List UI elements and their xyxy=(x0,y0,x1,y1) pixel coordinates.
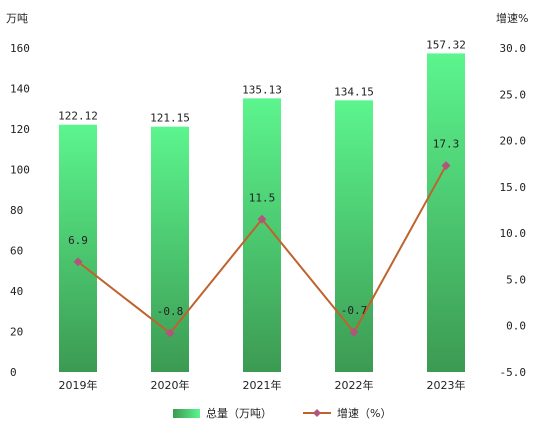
bar-value-label: 122.12 xyxy=(58,110,98,123)
left-tick-label: 20 xyxy=(10,326,23,339)
right-axis-ticks: -5.0 0.0 5.0 10.0 15.0 20.0 25.0 30.0 xyxy=(500,42,527,379)
growth-value-label: -0.7 xyxy=(341,304,368,317)
right-tick-label: 0.0 xyxy=(506,320,526,333)
growth-value-labels: 6.9 -0.8 11.5 -0.7 17.3 xyxy=(68,138,459,319)
growth-value-label: 17.3 xyxy=(433,138,460,151)
right-tick-label: 20.0 xyxy=(500,135,527,148)
growth-value-label: 6.9 xyxy=(68,234,88,247)
left-axis-ticks: 0 20 40 60 80 100 120 140 160 xyxy=(10,42,30,379)
bar xyxy=(335,100,373,372)
left-tick-label: 120 xyxy=(10,123,30,136)
growth-marker xyxy=(257,214,267,224)
bars xyxy=(59,53,465,372)
left-tick-label: 100 xyxy=(10,164,30,177)
bar xyxy=(427,53,465,372)
growth-marker xyxy=(165,328,175,338)
right-tick-label: 30.0 xyxy=(500,42,527,55)
x-axis-labels: 2019年 2020年 2021年 2022年 2023年 xyxy=(59,378,466,392)
x-tick-label: 2020年 xyxy=(151,378,190,392)
right-tick-label: 5.0 xyxy=(506,273,526,286)
x-tick-label: 2019年 xyxy=(59,378,98,392)
right-tick-label: -5.0 xyxy=(500,366,527,379)
legend-bar-label: 总量（万吨） xyxy=(206,406,272,420)
left-tick-label: 80 xyxy=(10,204,23,217)
left-tick-label: 140 xyxy=(10,83,30,96)
left-tick-label: 40 xyxy=(10,285,23,298)
growth-marker xyxy=(441,161,451,171)
legend: 总量（万吨） 增速（%） xyxy=(173,406,391,420)
left-tick-label: 60 xyxy=(10,245,23,258)
legend-line-marker xyxy=(313,409,321,417)
right-tick-label: 10.0 xyxy=(500,227,527,240)
bar-value-label: 134.15 xyxy=(334,85,374,98)
bar-value-label: 135.13 xyxy=(242,83,282,96)
bar-value-label: 157.32 xyxy=(426,38,466,51)
right-tick-label: 25.0 xyxy=(500,88,527,101)
bar xyxy=(59,124,97,372)
growth-value-label: -0.8 xyxy=(157,305,184,318)
legend-bar-swatch xyxy=(173,409,200,418)
growth-value-label: 11.5 xyxy=(249,191,276,204)
right-axis-unit: 增速% xyxy=(496,11,528,25)
bar-value-labels: 122.12 121.15 135.13 134.15 157.32 xyxy=(58,38,466,124)
left-tick-label: 160 xyxy=(10,42,30,55)
growth-line xyxy=(73,161,451,338)
growth-marker xyxy=(349,327,359,337)
growth-marker xyxy=(73,257,83,267)
left-tick-label: 0 xyxy=(10,366,17,379)
x-tick-label: 2023年 xyxy=(427,378,466,392)
x-tick-label: 2022年 xyxy=(335,378,374,392)
left-axis-unit: 万吨 xyxy=(6,12,28,25)
bar-value-label: 121.15 xyxy=(150,112,190,125)
x-tick-label: 2021年 xyxy=(243,378,282,392)
legend-line-label: 增速（%） xyxy=(337,406,391,420)
right-tick-label: 15.0 xyxy=(500,181,527,194)
